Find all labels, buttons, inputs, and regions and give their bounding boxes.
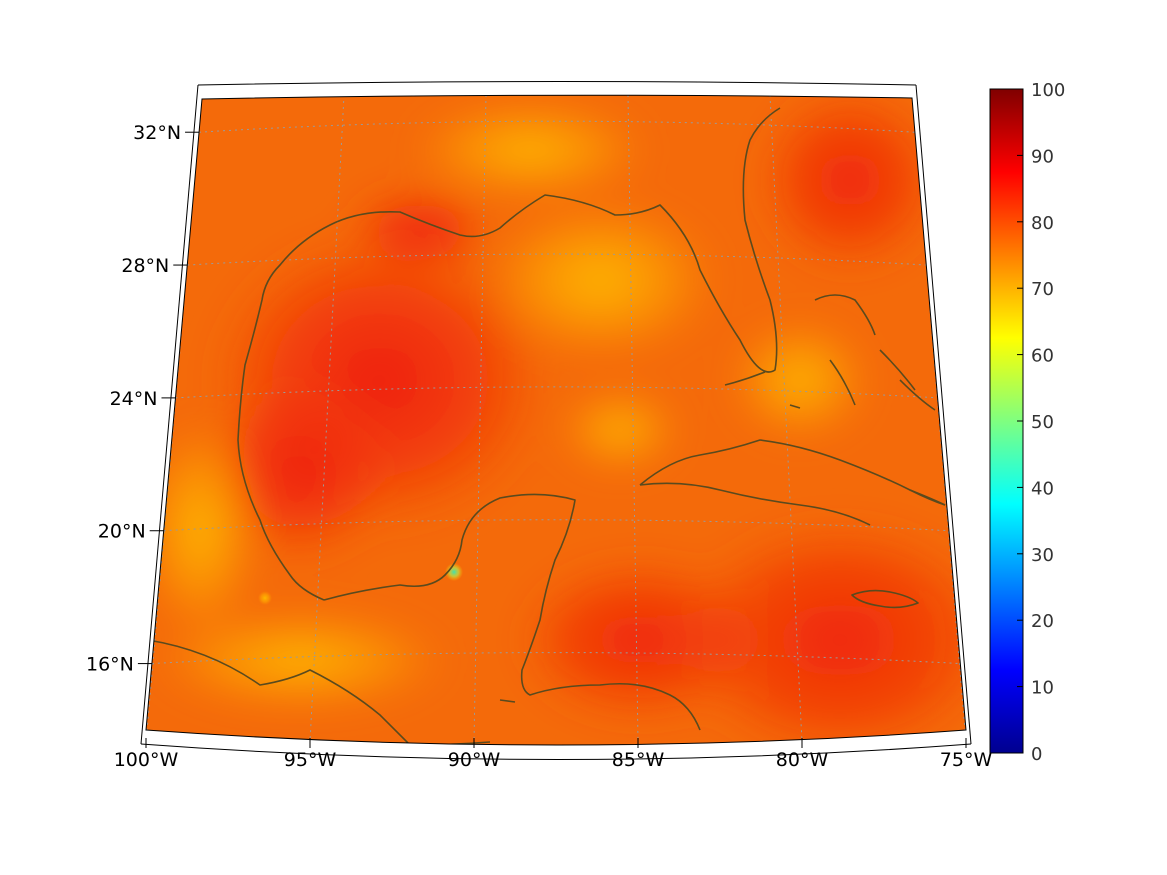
lat-axis: 16°N 20°N 24°N 28°N 32°N [86, 122, 200, 676]
data-field [146, 95, 966, 745]
lon-tick-label: 90°W [448, 749, 501, 771]
lon-axis: 100°W 95°W 90°W 85°W 80°W 75°W [114, 738, 993, 771]
colorbar-tick-label: 70 [1031, 279, 1054, 300]
lon-tick-label: 75°W [940, 749, 993, 771]
lon-tick-label: 80°W [776, 749, 829, 771]
colorbar-tick-label: 30 [1031, 545, 1054, 566]
lat-gridline [163, 519, 949, 532]
lon-tick-label: 95°W [284, 749, 337, 771]
lon-tick-label: 100°W [114, 749, 179, 771]
colorbar-tick-label: 20 [1031, 611, 1054, 632]
lat-tick-label: 24°N [110, 388, 158, 410]
bahamas-coast [789, 294, 936, 411]
colorbar-tick-label: 40 [1031, 478, 1054, 499]
gulf-coast-mexico-us [147, 107, 781, 745]
lon-tick-label: 85°W [612, 749, 665, 771]
colorbar-tick-label: 90 [1031, 146, 1054, 167]
yucatan-coast [323, 493, 701, 731]
colorbar-tick-label: 10 [1031, 678, 1054, 699]
jamaica-coast [851, 589, 919, 609]
colorbar-tick-label: 60 [1031, 346, 1054, 367]
lat-tick-label: 20°N [98, 521, 146, 543]
map-frame [140, 81, 972, 760]
lat-tick-label: 28°N [121, 255, 169, 277]
colorbar: 0 10 20 30 40 50 60 70 80 90 100 [989, 80, 1065, 765]
colorbar-tick-label: 100 [1031, 80, 1065, 101]
hispaniola-coast [909, 489, 946, 506]
lat-gridline [175, 386, 938, 399]
florida-keys [724, 371, 766, 386]
lat-tick-label: 16°N [86, 654, 134, 676]
colorbar-tick-label: 0 [1031, 744, 1042, 765]
colorbar-tick-label: 80 [1031, 213, 1054, 234]
colorbar-tick-label: 50 [1031, 412, 1054, 433]
colorbar-ticks: 0 10 20 30 40 50 60 70 80 90 100 [1017, 80, 1065, 765]
lat-tick-label: 32°N [133, 122, 181, 144]
